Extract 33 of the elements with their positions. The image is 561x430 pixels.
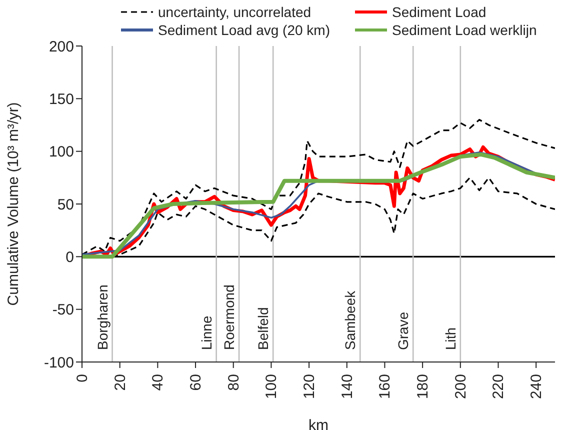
y-axis-title: Cumulative Volume (10³ m³/yr) xyxy=(5,102,22,306)
legend-label: Sediment Load werklijn xyxy=(392,22,537,38)
y-tick-label: 150 xyxy=(48,90,74,108)
ref-line-label: Belfeld xyxy=(255,307,272,350)
ref-line-label: Borgharen xyxy=(94,284,110,350)
x-tick-label: 200 xyxy=(452,374,470,400)
y-tick-label: 200 xyxy=(48,38,74,56)
x-tick-label: 0 xyxy=(74,374,91,382)
x-tick-label: 40 xyxy=(150,374,167,391)
ref-line-label: Grave xyxy=(395,312,412,350)
y-tick-label: 0 xyxy=(66,248,74,266)
x-axis-title: km xyxy=(308,417,328,430)
x-tick-label: 20 xyxy=(112,374,129,391)
y-tick-label: 50 xyxy=(57,196,74,214)
y-tick-label: -100 xyxy=(44,354,74,372)
legend-label: uncertainty, uncorrelated xyxy=(158,4,312,20)
x-tick-label: 160 xyxy=(376,374,394,400)
x-tick-label: 180 xyxy=(414,374,432,400)
x-tick-label: 100 xyxy=(263,374,280,400)
x-tick-label: 120 xyxy=(301,374,318,400)
y-tick-label: 100 xyxy=(48,144,74,161)
legend-label: Sediment Load xyxy=(392,4,486,20)
x-tick-label: 220 xyxy=(490,374,508,400)
legend-label: Sediment Load avg (20 km) xyxy=(158,22,330,38)
x-tick-label: 140 xyxy=(338,374,356,400)
ref-line-label: Linne xyxy=(198,316,214,350)
x-tick-label: 240 xyxy=(528,374,546,400)
ref-line-label: Lith xyxy=(442,327,458,350)
y-tick-label: -50 xyxy=(52,302,74,319)
ref-line-label: Roermond xyxy=(221,284,238,350)
x-tick-label: 60 xyxy=(188,374,205,391)
ref-line-label: Sambeek xyxy=(342,290,358,350)
x-tick-label: 80 xyxy=(225,374,242,391)
